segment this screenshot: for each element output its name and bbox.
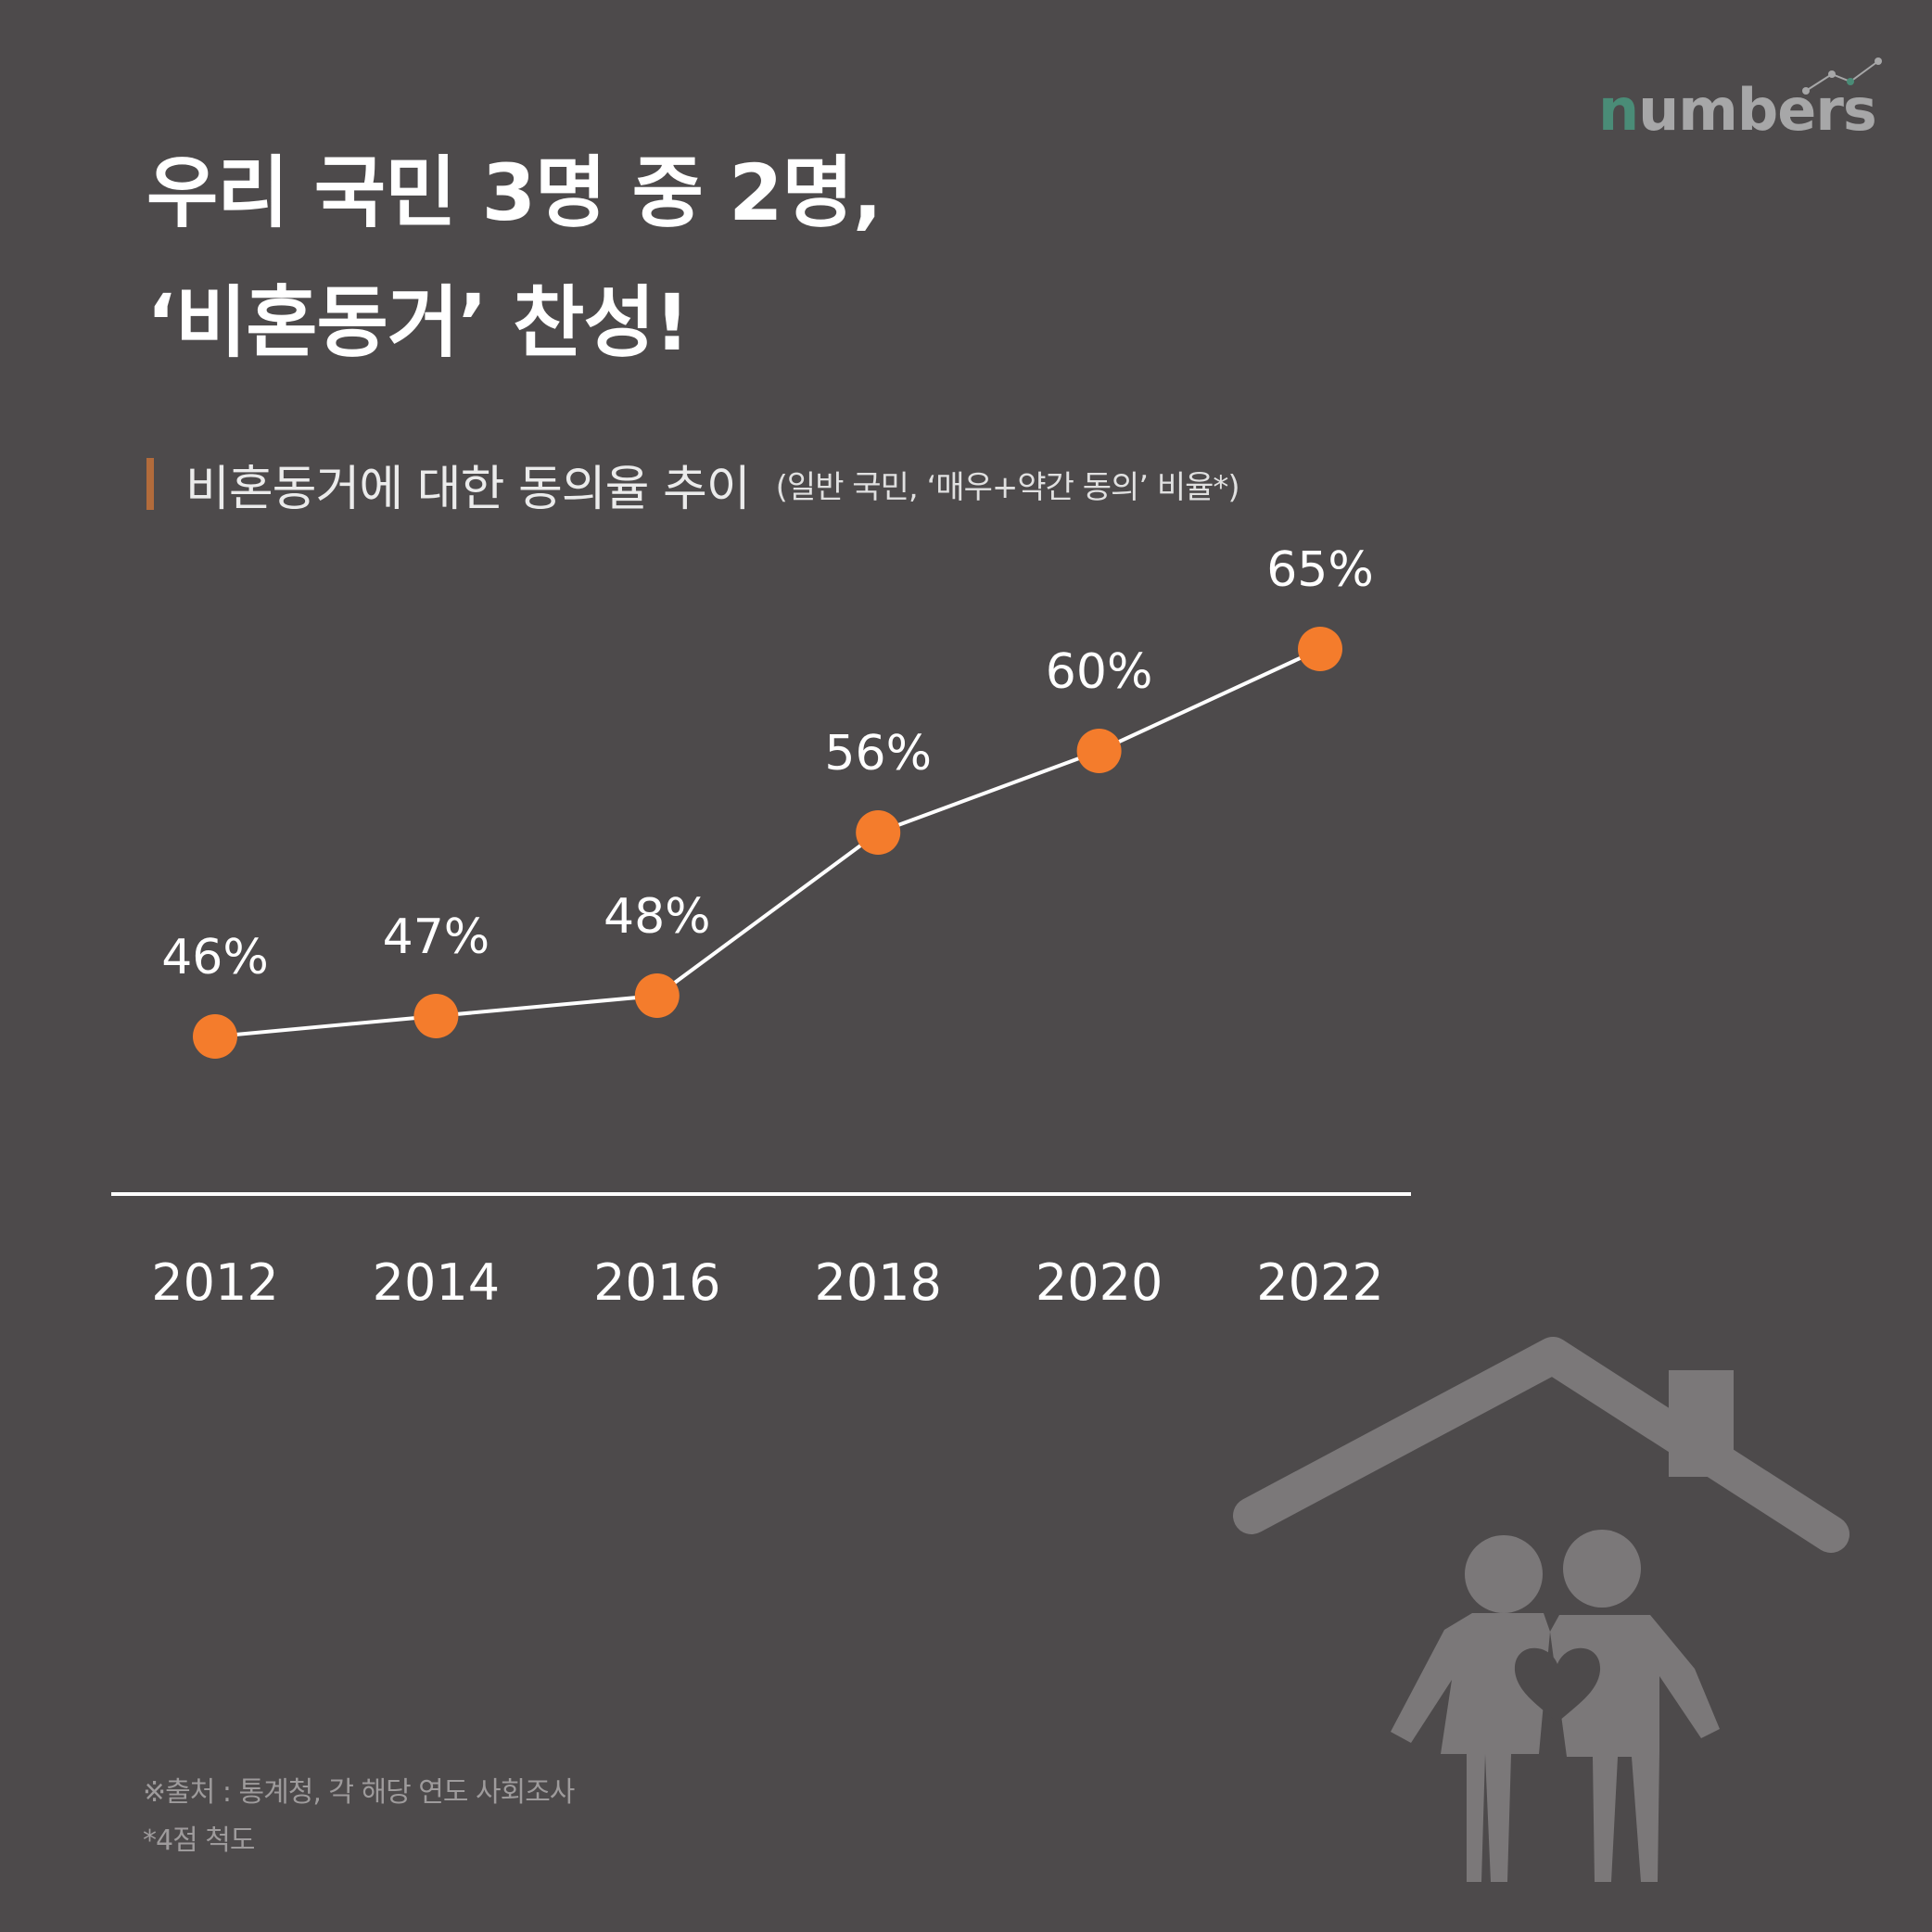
data-label: 56% xyxy=(824,726,932,782)
data-label: 60% xyxy=(1046,644,1153,700)
x-tick-label: 2018 xyxy=(814,1253,941,1312)
person-left-body-icon xyxy=(1391,1613,1550,1882)
numbers-logo: numbers xyxy=(1598,57,1882,143)
data-point xyxy=(1076,729,1122,773)
x-tick-label: 2022 xyxy=(1256,1253,1383,1312)
chart-subtitle-main: 비혼동거에 대한 동의율 추이 xyxy=(185,461,751,517)
chart-subtitle: 비혼동거에 대한 동의율 추이 (일반 국민, ‘매우+약간 동의’ 비율*) xyxy=(146,456,1240,517)
x-tick-label: 2020 xyxy=(1036,1253,1163,1312)
x-tick-label: 2012 xyxy=(151,1253,278,1312)
heart-icon xyxy=(1514,1647,1601,1722)
data-point xyxy=(193,1014,237,1059)
house-roof-icon xyxy=(1233,1337,1849,1553)
page-title-line-2: ‘비혼동거’ 찬성! xyxy=(146,277,690,368)
source-note: ※출처 : 통계청, 각 해당 연도 사회조사 xyxy=(143,1776,575,1809)
data-label: 65% xyxy=(1266,542,1374,598)
series-line xyxy=(214,647,1321,1038)
data-label: 48% xyxy=(604,889,711,945)
couple-house-illustration xyxy=(1233,1337,1849,1882)
data-label: 47% xyxy=(383,909,490,965)
logo-dots-icon xyxy=(1802,57,1882,95)
logo-wordmark-first: n xyxy=(1598,76,1639,144)
scale-note: *4점 척도 xyxy=(143,1824,255,1857)
subtitle-accent-bar xyxy=(146,458,154,510)
data-point xyxy=(413,994,459,1038)
person-right-head-icon xyxy=(1563,1530,1641,1608)
x-tick-label: 2014 xyxy=(373,1253,500,1312)
data-point xyxy=(1298,627,1342,671)
data-label: 46% xyxy=(161,930,269,985)
logo-wordmark: numbers xyxy=(1598,82,1877,139)
x-tick-label: 2016 xyxy=(593,1253,720,1312)
data-point xyxy=(634,973,680,1018)
page-title: 우리 국민 3명 중 2명, ‘비혼동거’ 찬성! xyxy=(146,128,883,388)
logo-wordmark-rest: umbers xyxy=(1638,76,1877,144)
page-title-line-1: 우리 국민 3명 중 2명, xyxy=(146,147,883,238)
chart-subtitle-note: (일반 국민, ‘매우+약간 동의’ 비율*) xyxy=(775,468,1240,506)
footnotes: ※출처 : 통계청, 각 해당 연도 사회조사 *4점 척도 xyxy=(143,1769,575,1865)
house-chimney-icon xyxy=(1669,1370,1734,1477)
person-left-head-icon xyxy=(1465,1535,1543,1613)
data-point xyxy=(856,810,901,855)
line-chart: 46% 2012 47% 2014 48% 2016 56% 2018 60% 2020 65% 20… xyxy=(111,542,1411,1312)
